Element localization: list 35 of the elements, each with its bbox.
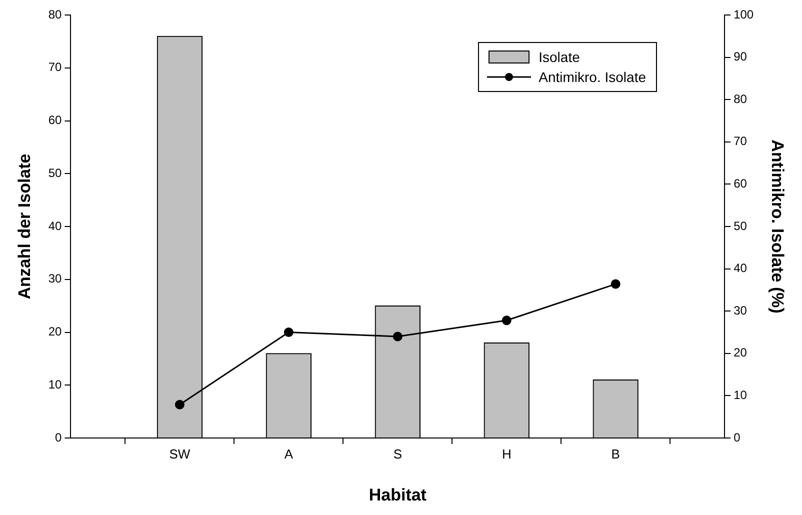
y-tick-label: 70	[48, 60, 62, 74]
y-tick-label: 0	[55, 430, 62, 444]
y2-tick-label: 90	[734, 50, 748, 64]
y-tick-label: 10	[48, 377, 62, 392]
x-tick-label: SW	[169, 446, 191, 462]
y-tick-label: 80	[48, 7, 62, 22]
x-tick-label: A	[284, 446, 294, 462]
y-axis-title: Anzahl der Isolate	[14, 154, 34, 300]
legend-label: Isolate	[538, 49, 580, 65]
y2-tick-label: 60	[734, 176, 748, 191]
y-tick-label: 40	[48, 218, 62, 233]
x-tick-label: H	[502, 446, 512, 462]
y2-tick-label: 70	[734, 134, 748, 148]
y2-tick-label: 100	[734, 7, 754, 22]
y2-tick-label: 40	[734, 261, 748, 276]
y2-tick-label: 80	[734, 92, 748, 106]
y2-tick-label: 0	[734, 430, 741, 444]
y-tick-label: 20	[48, 324, 62, 339]
point	[284, 328, 294, 337]
point	[610, 279, 620, 289]
y2-tick-label: 50	[734, 218, 748, 233]
point	[502, 316, 512, 326]
y-tick-label: 30	[48, 272, 62, 286]
y2-tick-label: 30	[734, 303, 748, 318]
x-tick-label: S	[393, 446, 402, 462]
point	[174, 400, 184, 410]
y-tick-label: 50	[48, 166, 62, 180]
x-tick-label: B	[611, 446, 620, 462]
y2-tick-label: 20	[734, 346, 748, 360]
y2-axis-title: Antimikro. Isolate (%)	[768, 140, 788, 314]
x-axis-title: Habitat	[368, 485, 427, 504]
y2-tick-label: 10	[734, 388, 748, 402]
y-tick-label: 60	[48, 113, 62, 128]
legend-label: Antimikro. Isolate	[538, 69, 646, 85]
point	[392, 332, 402, 342]
